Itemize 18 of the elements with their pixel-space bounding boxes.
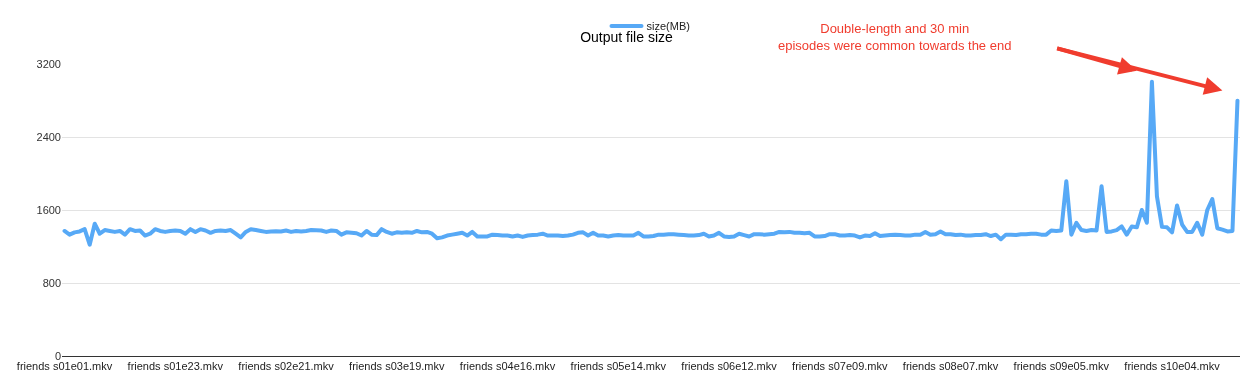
- y-tick-label: 800: [42, 276, 61, 289]
- y-tick-label: 0: [54, 349, 61, 362]
- x-tick-label: friends s02e21.mkv: [238, 360, 335, 373]
- x-tick-label: friends s08e07.mkv: [902, 360, 999, 373]
- x-tick-label: friends s03e19.mkv: [349, 360, 445, 373]
- x-tick-label: friends s04e16.mkv: [459, 360, 556, 373]
- x-tick-label: friends s01e01.mkv: [16, 360, 113, 373]
- x-tick-label: friends s06e12.mkv: [681, 360, 778, 373]
- y-tick-label: 1600: [36, 203, 61, 216]
- x-tick-label: friends s05e14.mkv: [570, 360, 667, 373]
- x-tick-label: friends s01e23.mkv: [127, 360, 224, 373]
- x-tick-label: friends s07e09.mkv: [792, 360, 888, 373]
- x-tick-label: friends s10e04.mkv: [1124, 360, 1221, 373]
- x-tick-label: friends s09e05.mkv: [1013, 360, 1110, 373]
- y-tick-label: 3200: [36, 57, 61, 70]
- line-series: [62, 79, 1240, 247]
- text: Double-length and 30 min episodes were common towards the end: [778, 21, 1012, 53]
- y-tick-label: 2400: [36, 130, 61, 143]
